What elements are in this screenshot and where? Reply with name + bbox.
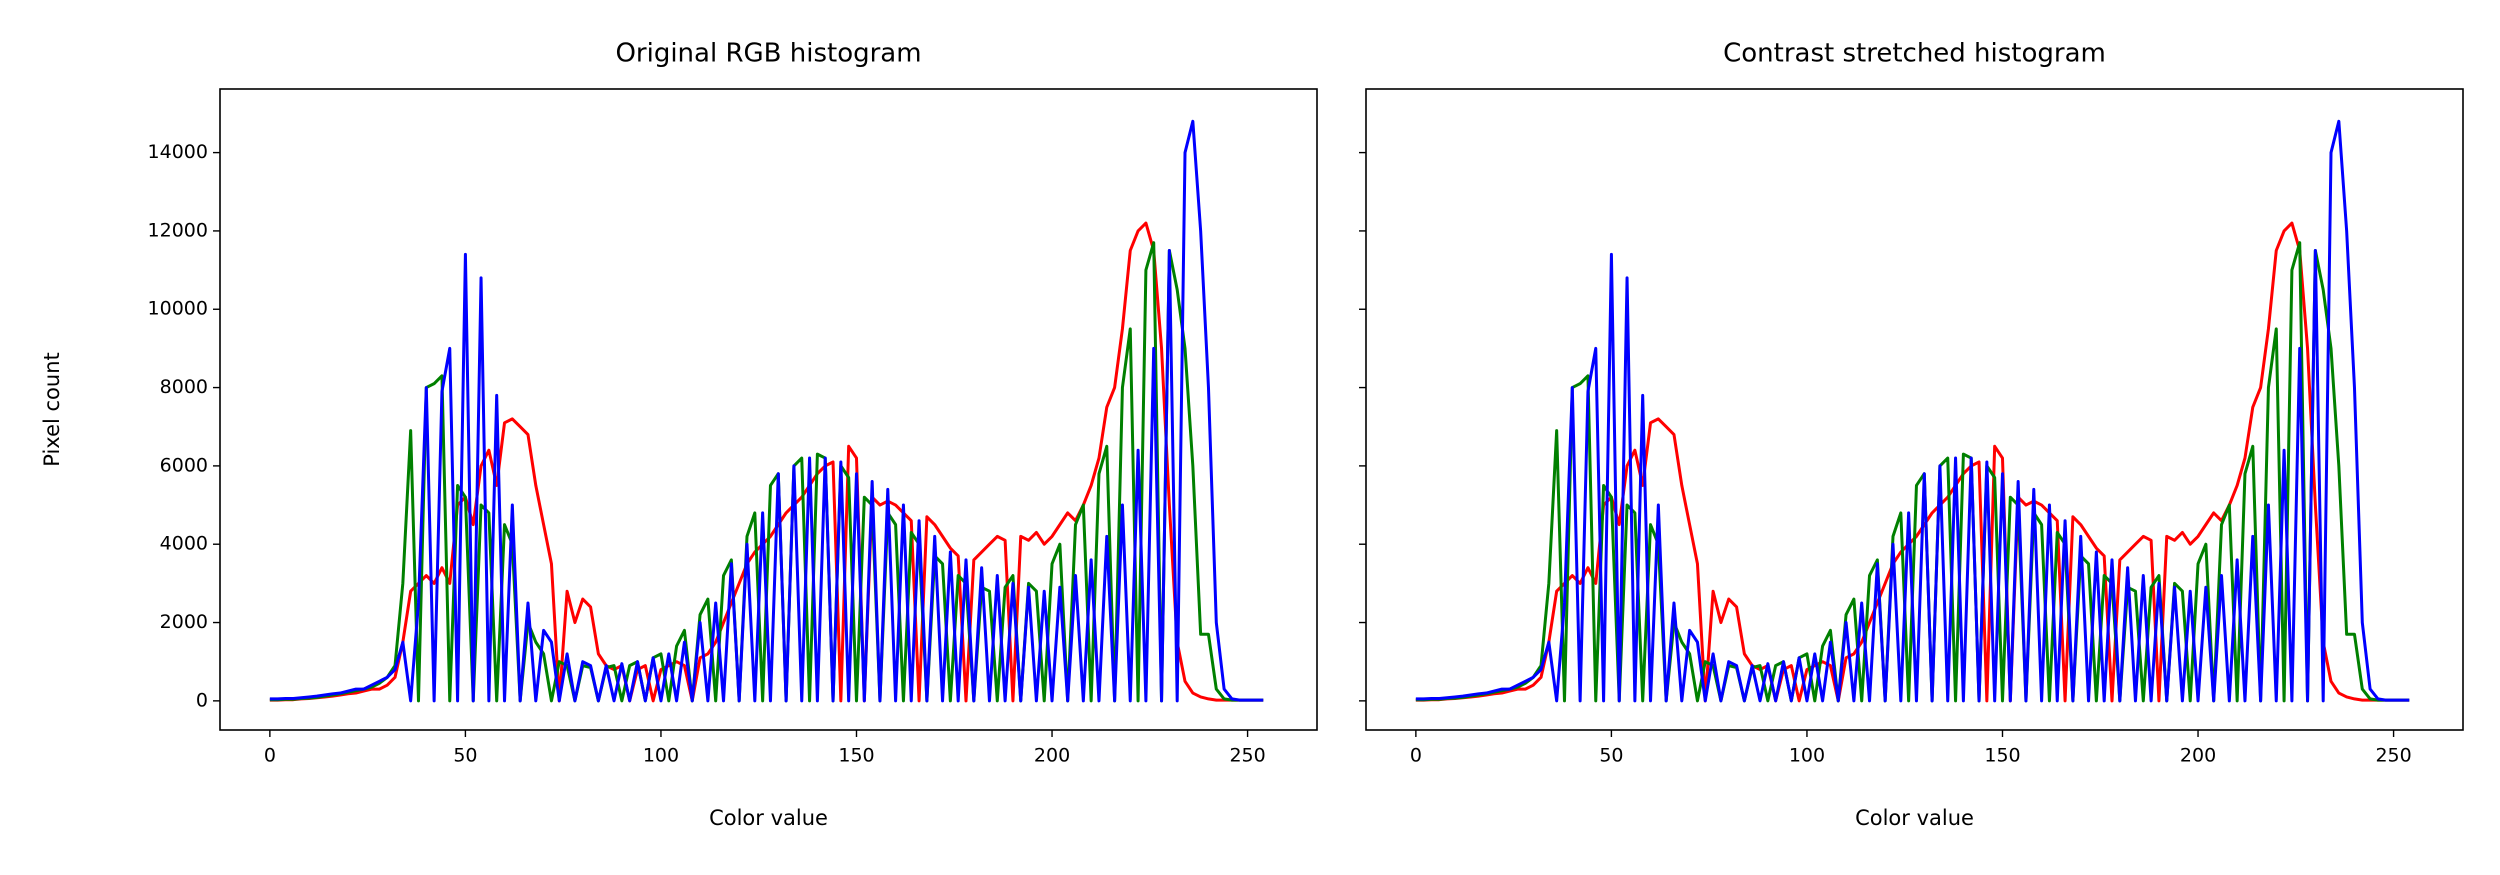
x-tick-label: 250 (2375, 745, 2411, 767)
subplot: 0 50 100 150 200 250 0 2000 4000 6000 8000 10000 120… (40, 39, 1318, 830)
y-tick-label: 10000 (148, 298, 208, 320)
chart-title: Original RGB histogram (615, 39, 921, 69)
y-axis-label: Pixel count (40, 352, 64, 467)
x-tick-label: 100 (643, 745, 679, 767)
series-line (1415, 221, 2410, 703)
plot-area (269, 119, 1264, 703)
y-tick-label: 14000 (148, 141, 208, 163)
y-tick-label: 4000 (160, 533, 208, 555)
series-line (269, 221, 1264, 703)
x-tick-label: 0 (1410, 745, 1422, 767)
x-tick-label: 150 (1984, 745, 2020, 767)
x-tick-label: 150 (838, 745, 874, 767)
axes-frame (219, 88, 1318, 731)
x-axis-label: Color value (1855, 806, 1974, 830)
x-tick-label: 0 (264, 745, 276, 767)
x-tick-label: 200 (1034, 745, 1070, 767)
x-tick-label: 100 (1789, 745, 1825, 767)
x-tick-label: 50 (453, 745, 477, 767)
y-tick-label: 2000 (160, 611, 208, 633)
y-tick-label: 8000 (160, 376, 208, 398)
x-tick-label: 250 (1229, 745, 1265, 767)
y-tick-label: 12000 (148, 219, 208, 241)
y-tick-label: 0 (196, 689, 208, 711)
y-tick-label: 6000 (160, 454, 208, 476)
x-tick-label: 200 (2180, 745, 2216, 767)
chart-title: Contrast stretched histogram (1723, 39, 2106, 69)
axes-frame (1365, 88, 2464, 731)
plot-area (1415, 119, 2410, 703)
x-tick-label: 50 (1599, 745, 1623, 767)
series-line (1415, 119, 2410, 703)
series-line (269, 119, 1264, 703)
subplot: 0 50 100 150 200 250 Contrast stretched histog… (1359, 39, 2464, 830)
x-axis-label: Color value (709, 806, 828, 830)
